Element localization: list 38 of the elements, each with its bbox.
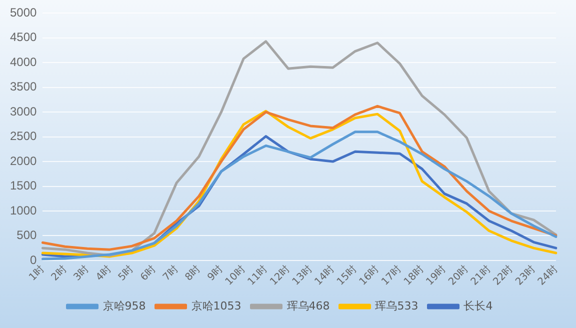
y-tick-label: 1000	[10, 203, 38, 218]
x-tick-label: 19时	[424, 263, 448, 288]
x-tick-label: 16时	[356, 263, 382, 288]
legend-label: 珲乌533	[375, 299, 418, 312]
y-tick-label: 1500	[10, 178, 38, 193]
legend-label: 京哈1053	[191, 299, 242, 312]
x-tick-label: 11时	[245, 263, 270, 288]
x-tick-label: 20时	[446, 263, 471, 288]
x-tick-label: 4时	[94, 263, 114, 284]
legend-label: 珲乌468	[286, 299, 330, 312]
x-tick-label: 7时	[160, 263, 181, 284]
x-tick-label: 8时	[182, 263, 203, 284]
y-tick-label: 4500	[10, 30, 38, 44]
x-tick-label: 14时	[312, 263, 337, 288]
x-tick-label: 5时	[116, 263, 136, 284]
y-tick-label: 2500	[10, 129, 38, 144]
legend-label: 京哈958	[102, 299, 146, 312]
x-tick-label: 15时	[334, 263, 360, 288]
x-tick-label: 24时	[535, 263, 560, 288]
x-tick-label: 2时	[48, 263, 69, 284]
x-tick-label: 23时	[513, 263, 538, 288]
y-tick-label: 3500	[10, 80, 38, 94]
y-tick-label: 4000	[10, 54, 38, 69]
x-tick-label: 10时	[222, 263, 248, 288]
x-tick-label: 18时	[401, 263, 426, 288]
x-tick-label: 3时	[71, 263, 92, 284]
x-tick-label: 12时	[268, 263, 292, 288]
y-tick-label: 2000	[10, 154, 38, 168]
x-tick-label: 9时	[205, 263, 226, 284]
x-tick-label: 21时	[468, 263, 494, 288]
legend-label: 长长4	[464, 299, 493, 312]
y-tick-label: 500	[16, 228, 38, 242]
x-tick-label: 22时	[490, 263, 516, 288]
y-tick-label: 3000	[10, 104, 38, 118]
x-tick-label: 17时	[379, 263, 404, 288]
x-tick-label: 13时	[290, 263, 314, 288]
x-tick-label: 6时	[138, 263, 158, 284]
y-tick-label: 5000	[10, 6, 38, 20]
